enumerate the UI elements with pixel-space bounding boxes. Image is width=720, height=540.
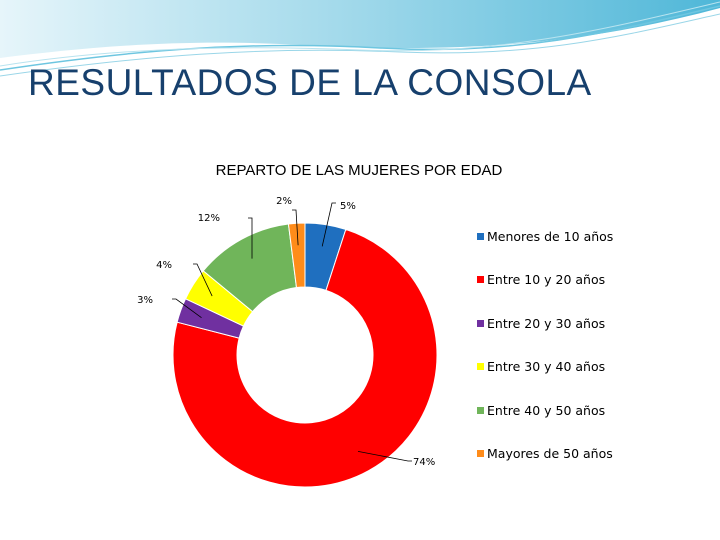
leader-line-5	[248, 217, 253, 259]
legend-label: Entre 10 y 20 años	[487, 272, 606, 287]
legend-swatch	[477, 276, 484, 283]
slice-6	[287, 222, 306, 289]
legend-item: Entre 10 y 20 años	[477, 272, 605, 288]
pct-label-3: 3%	[137, 295, 153, 306]
pct-label-5: 12%	[198, 213, 220, 224]
leader-line-4	[193, 263, 213, 297]
legend-label: Mayores de 50 años	[487, 446, 613, 461]
legend-item: Entre 40 y 50 años	[477, 402, 605, 418]
legend-swatch	[477, 232, 484, 240]
slice-2	[172, 228, 438, 488]
legend-label: Entre 20 y 30 años	[487, 315, 606, 331]
leader-line-6	[292, 209, 299, 246]
leader-line-1	[321, 202, 336, 247]
legend-label: Entre 30 y 40 años	[487, 359, 606, 374]
chart-title: REPARTO DE LAS MUJERES POR EDAD	[0, 162, 720, 179]
chart-title-text: REPARTO DE LAS MUJERES POR EDAD	[215, 162, 503, 179]
legend-item: Entre 30 y 40 años	[477, 359, 605, 375]
header-wave	[0, 0, 720, 77]
slide-title: RESULTADOS DE LA CONSOLA	[28, 62, 592, 103]
legend-swatch	[477, 363, 484, 370]
pct-label-4: 4%	[156, 260, 172, 271]
pct-label-1: 5%	[340, 201, 356, 212]
legend-swatch	[477, 406, 484, 414]
legend-swatch	[477, 450, 484, 457]
legend-swatch	[477, 319, 484, 327]
pct-label-2: 74%	[413, 457, 435, 468]
leader-line-3	[172, 298, 202, 319]
legend-item: Entre 20 y 30 años	[477, 315, 605, 331]
legend-item: Mayores de 50 años	[477, 446, 613, 462]
leader-line-2	[357, 451, 412, 462]
legend-label: Menores de 10 años	[487, 228, 614, 244]
legend-label: Entre 40 y 50 años	[487, 402, 606, 418]
legend-item: Menores de 10 años	[477, 228, 613, 244]
pct-label-6: 2%	[276, 196, 292, 207]
